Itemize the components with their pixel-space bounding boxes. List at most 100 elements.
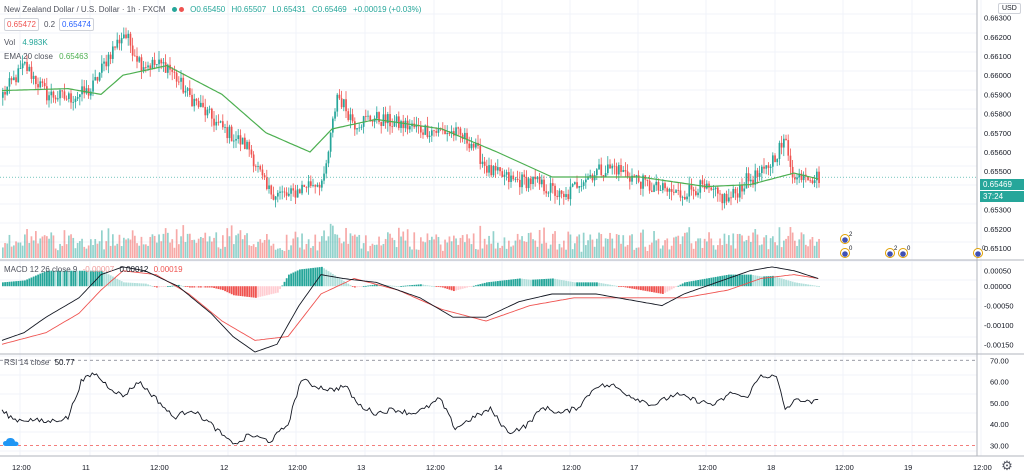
volume-bar: [250, 245, 253, 258]
ema-label: EMA 20 close: [4, 52, 53, 61]
event-marker-count: 2: [849, 232, 853, 238]
volume-bar: [420, 237, 422, 258]
macd-histogram-bar: [329, 272, 332, 287]
volume-bar: [664, 240, 666, 258]
currency-label[interactable]: USD: [998, 3, 1021, 14]
candle: [536, 176, 539, 180]
macd-histogram-bar: [285, 278, 288, 287]
macd-histogram-bar: [241, 286, 244, 297]
volume-bar: [387, 232, 389, 258]
volume-bar: [457, 244, 460, 258]
rsi-legend[interactable]: RSI 14 close 50.77: [4, 358, 75, 368]
candle: [255, 166, 257, 168]
volume-bar: [448, 236, 451, 258]
price-tick-label: 0.65200: [984, 225, 1011, 234]
candle: [226, 127, 229, 139]
close-value: C0.65469: [312, 5, 347, 14]
symbol-title[interactable]: New Zealand Dollar / U.S. Dollar · 1h · …: [4, 5, 166, 14]
volume-bar: [609, 232, 611, 258]
sell-price-box[interactable]: 0.65472: [4, 18, 39, 31]
macd-histogram-bar: [761, 276, 763, 287]
volume-bar: [112, 234, 114, 258]
macd-histogram-bar: [92, 270, 94, 287]
macd-histogram-bar: [266, 286, 268, 296]
candle: [457, 127, 460, 129]
volume-bar: [371, 243, 374, 258]
candle: [580, 185, 583, 187]
event-marker-flag: [975, 251, 981, 257]
macd-histogram-bar: [699, 279, 702, 287]
macd-histogram-bar: [312, 267, 314, 287]
macd-histogram-bar: [756, 275, 759, 287]
pane-separators[interactable]: [0, 0, 1024, 457]
volume-bar: [818, 238, 820, 258]
buy-price-box[interactable]: 0.65474: [59, 18, 94, 31]
macd-legend[interactable]: MACD 12 26 close 9 -0.00007 0.00012 0.00…: [4, 265, 183, 275]
candle: [246, 141, 248, 149]
macd-histogram-bar: [107, 274, 110, 287]
volume-bar: [626, 244, 629, 258]
macd-histogram-bar: [604, 283, 607, 287]
candle: [527, 178, 530, 189]
volume-bar: [384, 238, 387, 258]
volume-bar: [409, 246, 411, 258]
volume-bar: [305, 243, 308, 258]
candle: [422, 132, 424, 135]
macd-histogram-bar: [620, 286, 622, 288]
macd-histogram-bar: [796, 282, 798, 287]
volume-bar: [479, 225, 482, 258]
macd-histogram-bar: [578, 282, 581, 287]
candle: [76, 97, 79, 99]
volume-bar: [657, 238, 660, 258]
candle: [596, 169, 598, 176]
rsi-line: [1, 372, 819, 445]
candle: [690, 184, 693, 190]
candle: [180, 77, 182, 82]
candle: [655, 181, 658, 186]
macd-histogram-bar: [563, 280, 565, 287]
volume-bar: [373, 244, 376, 258]
volume-legend[interactable]: Vol 4.983K: [4, 38, 48, 48]
gear-icon[interactable]: ⚙: [1001, 458, 1013, 473]
candle: [618, 165, 620, 175]
volume-bar: [413, 232, 416, 258]
macd-histogram-bar: [589, 282, 592, 287]
volume-bar: [545, 242, 548, 258]
volume-value: 4.983K: [22, 38, 48, 47]
volume-bar: [670, 245, 673, 258]
candle: [182, 77, 185, 93]
volume-bar: [8, 234, 11, 258]
volume-bar: [19, 242, 22, 258]
macd-histogram-bar: [98, 270, 101, 287]
ema-line: [1, 64, 819, 188]
volume-bar: [538, 229, 541, 258]
volume-bar: [600, 234, 603, 258]
high-value: H0.65507: [231, 5, 267, 14]
macd-histogram-bar: [83, 270, 86, 287]
event-markers[interactable]: 2 0 2 0 0: [840, 232, 987, 258]
macd-histogram-bar: [532, 279, 534, 287]
ema-legend[interactable]: EMA 20 close 0.65463: [4, 52, 88, 62]
candle: [211, 108, 213, 119]
candle: [332, 118, 334, 133]
volume-bar: [329, 223, 332, 258]
volume-bar: [228, 236, 231, 258]
macd-histogram-bar: [250, 286, 253, 298]
price-candles[interactable]: [2, 27, 820, 211]
macd-histogram-bar: [237, 286, 240, 296]
volume-bar: [677, 235, 680, 258]
symbol-legend[interactable]: New Zealand Dollar / U.S. Dollar · 1h · …: [4, 5, 421, 14]
volume-bar: [521, 236, 523, 258]
macd-histogram-bar: [444, 286, 446, 289]
cloud-icon[interactable]: [2, 436, 20, 448]
price-tick-label: 0.65500: [984, 167, 1011, 176]
macd-histogram-bar: [574, 282, 576, 287]
candle: [263, 175, 266, 178]
candle: [415, 125, 418, 128]
macd-histogram-bar: [576, 282, 578, 287]
volume-bar: [536, 246, 539, 258]
macd-histogram-bar: [46, 270, 48, 287]
volume-bar: [127, 238, 130, 258]
candle: [787, 140, 790, 156]
